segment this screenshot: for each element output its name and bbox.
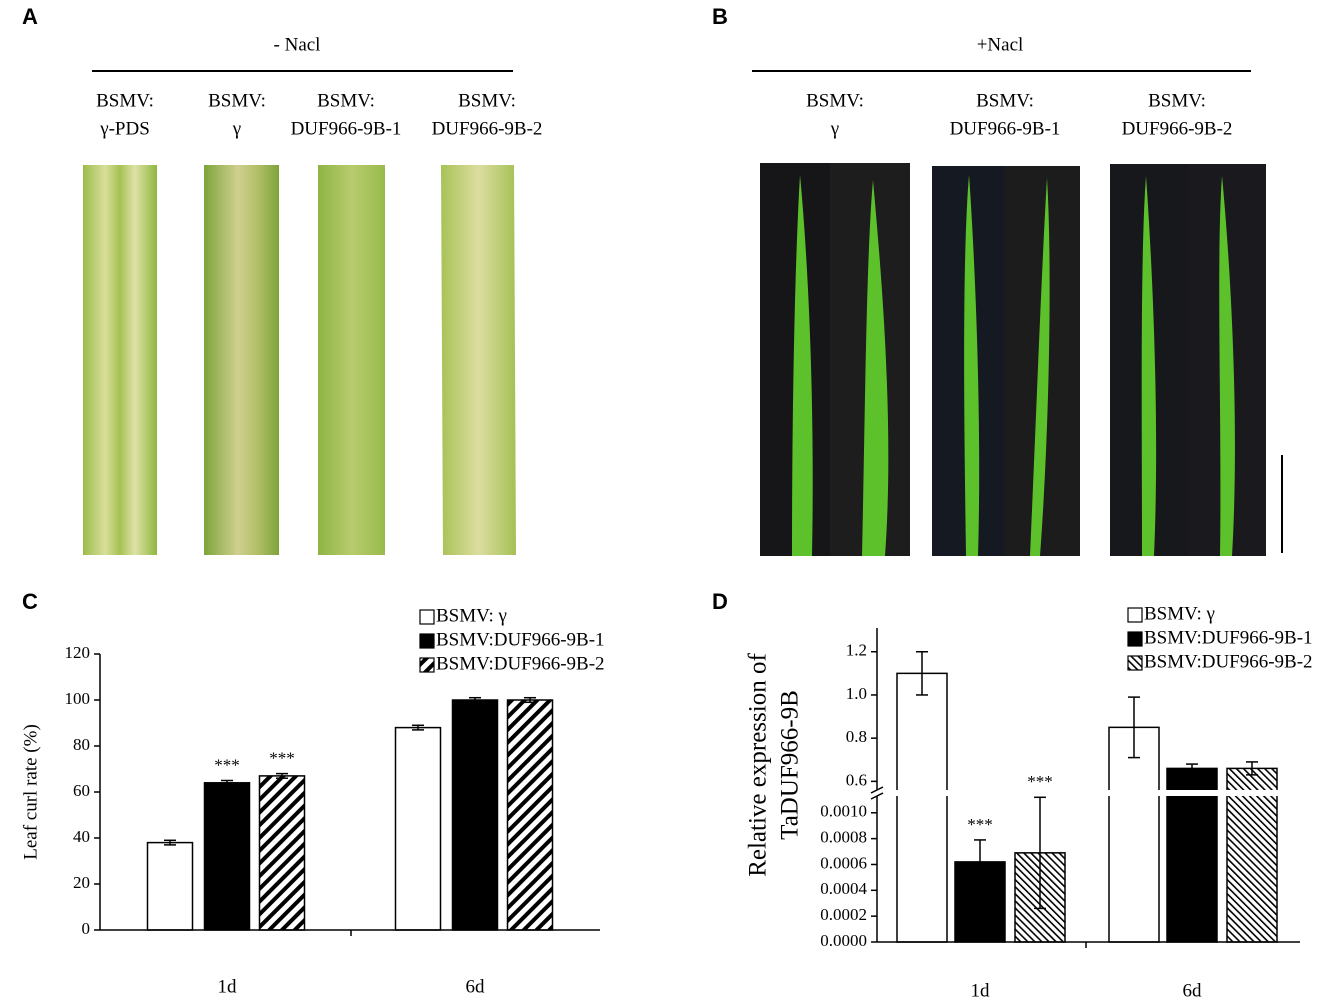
legend-swatch (419, 609, 435, 625)
sample-label: γ (830, 118, 839, 139)
sample-label: γ (232, 118, 241, 139)
legend-label: BSMV:DUF966-9B-1 (1144, 627, 1313, 648)
break-mark (870, 792, 884, 800)
y-tick-label: 100 (65, 689, 91, 708)
x-tick-label: 6d (466, 976, 486, 997)
bar (1108, 726, 1160, 943)
bar (258, 775, 306, 931)
condition-label: - Nacl (274, 34, 321, 55)
sample-label: BSMV: (96, 90, 154, 111)
bar (506, 699, 554, 931)
sample-label: DUF966-9B-1 (950, 118, 1061, 139)
panel-letter: C (22, 589, 38, 614)
sample-label: DUF966-9B-2 (432, 118, 543, 139)
y-axis-title: TaDUF966-9B (777, 690, 804, 840)
sample-label: BSMV: (317, 90, 375, 111)
y-tick-label: 40 (73, 827, 90, 846)
bar (451, 699, 499, 931)
sample-label: BSMV: (208, 90, 266, 111)
bar (203, 782, 251, 931)
x-tick-label: 1d (218, 976, 238, 997)
legend-label: BSMV:DUF966-9B-2 (1144, 651, 1313, 672)
sample-label: BSMV: (458, 90, 516, 111)
y-tick-label: 0.8 (846, 727, 867, 746)
legend-swatch (419, 633, 435, 649)
legend-label: BSMV:DUF966-9B-1 (436, 629, 605, 650)
significance: *** (1027, 772, 1053, 791)
condition-label: +Nacl (977, 34, 1024, 55)
sample-label: BSMV: (1148, 90, 1206, 111)
y-tick-label: 0 (82, 919, 91, 938)
sample-label: BSMV: (806, 90, 864, 111)
bar (954, 861, 1006, 943)
y-tick-label: 0.0002 (820, 905, 867, 924)
y-tick-label: 0.0000 (820, 931, 867, 950)
x-tick-label: 1d (971, 980, 991, 1001)
y-axis-title: Leaf curl rate (%) (20, 724, 41, 860)
panel-letter: D (712, 589, 728, 614)
y-tick-label: 1.0 (846, 684, 867, 703)
panel-a-photos (83, 165, 516, 555)
legend-swatch (1127, 607, 1143, 623)
significance: *** (214, 755, 240, 774)
legend-label: BSMV: γ (1144, 603, 1215, 624)
axis-break (867, 790, 1300, 796)
y-tick-label: 60 (73, 781, 90, 800)
bar (1166, 767, 1218, 943)
significance: *** (269, 749, 295, 768)
bar (1226, 767, 1278, 943)
y-tick-label: 0.0008 (820, 828, 867, 847)
panel-letter: A (22, 4, 38, 29)
significance: *** (967, 815, 993, 834)
legend-swatch (1127, 631, 1143, 647)
y-tick-label: 120 (65, 643, 91, 662)
bar (394, 726, 442, 931)
bar (896, 672, 948, 943)
sample-label: DUF966-9B-1 (291, 118, 402, 139)
y-tick-label: 0.6 (846, 770, 867, 789)
legend-swatch (419, 657, 435, 673)
break-mark (870, 786, 884, 794)
x-tick-label: 6d (1183, 980, 1203, 1001)
sample-label: DUF966-9B-2 (1122, 118, 1233, 139)
y-tick-label: 0.0010 (820, 802, 867, 821)
sample-label: BSMV: (976, 90, 1034, 111)
y-axis-title: Relative expression of (745, 653, 772, 877)
legend-label: BSMV:DUF966-9B-2 (436, 653, 605, 674)
legend-swatch (1127, 655, 1143, 671)
y-tick-label: 1.2 (846, 641, 867, 660)
bar (146, 841, 194, 931)
y-tick-label: 0.0006 (820, 853, 867, 872)
legend-label: BSMV: γ (436, 605, 507, 626)
panel-b-photos (760, 163, 1283, 556)
y-tick-label: 0.0004 (820, 879, 867, 898)
sample-label: γ-PDS (99, 118, 150, 139)
panel-letter: B (712, 4, 728, 29)
y-tick-label: 20 (73, 873, 90, 892)
y-tick-label: 80 (73, 735, 90, 754)
